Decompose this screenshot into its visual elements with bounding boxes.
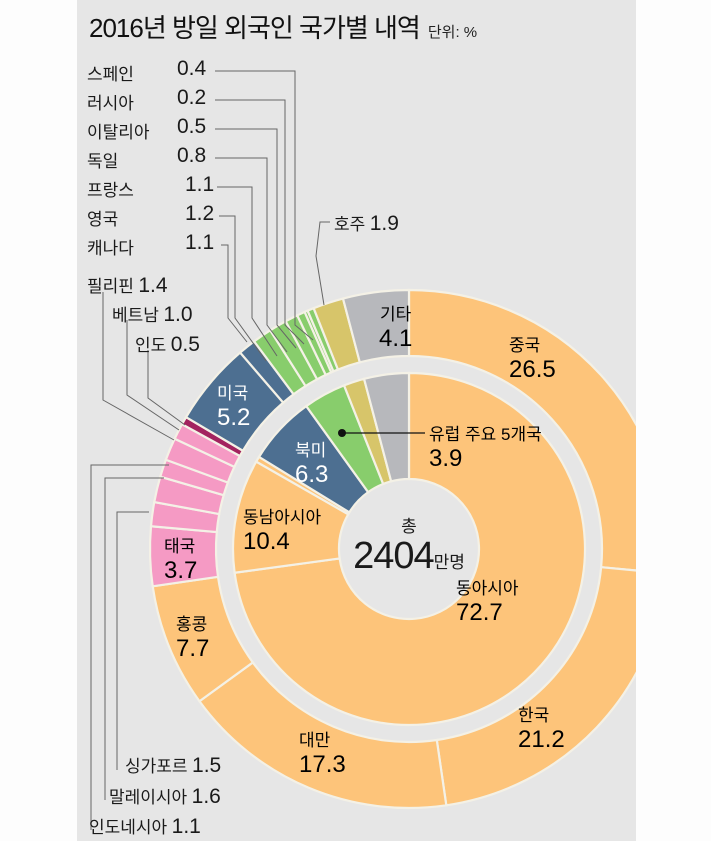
callout-line [315,221,330,306]
title-text: 2016년 방일 외국인 국가별 내역 [89,13,421,43]
label-india: 인도 0.5 [135,333,200,356]
callout-line [102,292,175,441]
callout-line [217,186,278,357]
label-taiwan: 대만 17.3 [299,731,346,778]
label-spain: 스페인 [87,65,134,84]
label-indonesia: 인도네시아 1.1 [89,815,201,838]
label-hongkong: 홍콩 7.7 [176,615,210,662]
label-vietnam: 베트남 1.0 [112,303,193,326]
value-france: 1.1 [185,173,215,196]
label-china: 중국 26.5 [509,336,556,383]
label-italy: 이탈리아 [87,123,150,142]
label-malaysia: 말레이시아 1.6 [109,785,221,808]
value-uk: 1.2 [185,202,215,225]
inner-segment [362,371,411,483]
label-france: 프랑스 [87,181,134,200]
callout-line [221,244,248,343]
center-prefix: 총 [401,517,417,536]
label-uk: 영국 [87,210,119,229]
chart-panel: 2016년 방일 외국인 국가별 내역 단위: % 스페인 0.4 러시아 0.2… [77,0,636,841]
center-value: 2404 [353,535,435,577]
label-germany: 독일 [87,152,119,171]
label-europe: 유럽 주요 5개국 3.9 [429,425,542,472]
label-thailand: 태국 3.7 [164,537,198,584]
callout-line [219,215,267,362]
label-east-asia: 동아시아 72.7 [456,579,519,626]
label-usa: 미국 5.2 [217,384,251,431]
label-russia: 러시아 [87,94,134,113]
label-north-america: 북미 6.3 [295,441,329,488]
label-other-outer: 기타 4.1 [379,305,413,352]
callout-line [215,157,288,353]
callout-line [104,477,164,800]
label-southeast-asia: 동남아시아 10.4 [243,508,322,555]
callout-line [215,70,314,341]
sunburst-chart [90,70,636,830]
outer-segment [341,288,411,364]
value-germany: 0.8 [177,144,207,167]
outer-segment [407,288,636,572]
callout-line [126,320,180,431]
center-suffix: 만명 [433,553,465,572]
value-spain: 0.4 [177,57,207,80]
callout-line [90,464,169,830]
center-total: 총 2404만명 [339,512,479,578]
label-australia: 호주 1.9 [334,212,399,235]
value-russia: 0.2 [177,86,207,109]
callout-line [215,99,305,345]
value-italy: 0.5 [177,115,207,138]
label-korea: 한국 21.2 [518,706,565,753]
inner-segment [233,371,587,727]
callout-line [147,350,186,426]
label-singapore: 싱가포르 1.5 [125,754,222,777]
callout-line [116,511,149,770]
unit-label: 단위: % [427,24,478,41]
label-philippines: 필리핀 1.4 [87,274,168,297]
label-canada: 캐나다 [87,239,134,258]
chart-title: 2016년 방일 외국인 국가별 내역 단위: % [89,8,477,45]
value-canada: 1.1 [185,231,215,254]
callout-line [215,128,297,349]
